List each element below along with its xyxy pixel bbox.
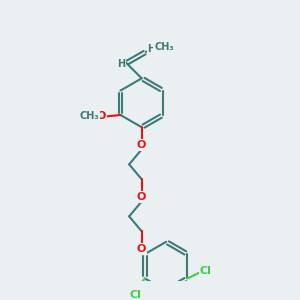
Text: Cl: Cl bbox=[129, 290, 141, 300]
Text: CH₃: CH₃ bbox=[80, 111, 99, 122]
Text: O: O bbox=[137, 140, 146, 150]
Text: H: H bbox=[147, 44, 155, 54]
Text: H: H bbox=[117, 59, 125, 69]
Text: CH₃: CH₃ bbox=[154, 42, 174, 52]
Text: O: O bbox=[97, 111, 106, 122]
Text: O: O bbox=[137, 192, 146, 202]
Text: O: O bbox=[137, 244, 146, 254]
Text: Cl: Cl bbox=[200, 266, 211, 276]
